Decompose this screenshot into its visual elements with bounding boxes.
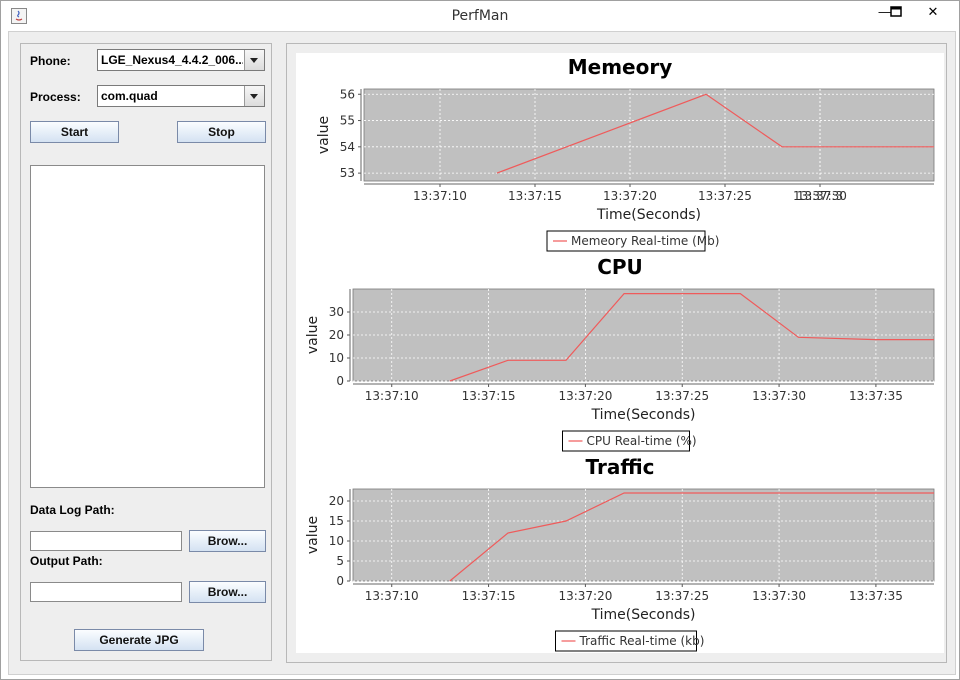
process-label: Process: [30, 90, 81, 104]
minimize-button[interactable]: — [878, 4, 892, 19]
y-tick-label: 15 [329, 514, 344, 528]
x-tick-label: 13:37:25 [655, 389, 709, 403]
x-tick-label: 13:37:10 [365, 389, 419, 403]
chevron-down-icon[interactable] [244, 86, 264, 106]
charts-svg: Memeory 13:37:10 13:37:15 13:37:20 13:37:25 1… [305, 55, 935, 652]
y-tick-label: 10 [329, 351, 344, 365]
x-tick-label: 13:37:15 [462, 589, 516, 603]
start-button[interactable]: Start [30, 121, 119, 143]
x-tick-label: 13:37:30 [752, 589, 806, 603]
maximize-button[interactable] [880, 1, 912, 25]
x-tick-label: 13:37:25 [655, 589, 709, 603]
window-title: PerfMan [451, 8, 509, 24]
x-tick-label: 13:37:15 [462, 389, 516, 403]
charts-panel: Memeory 13:37:10 13:37:15 13:37:20 13:37:25 1… [286, 43, 947, 663]
output-path-label: Output Path: [30, 554, 103, 568]
legend-box [555, 630, 697, 652]
x-tick-label: 13:37:10 [413, 189, 467, 203]
legend-label: Memeory Real-time (Mb) [571, 234, 719, 248]
y-tick-label: 20 [329, 494, 344, 508]
plot-background [352, 488, 935, 582]
y-tick-label: 10 [329, 534, 344, 548]
y-tick-label: 56 [340, 87, 355, 101]
x-axis-label: Time(Seconds) [596, 207, 701, 223]
y-axis-label: value [305, 316, 321, 354]
x-tick-label: 13:37:15 [508, 189, 562, 203]
legend-label: Traffic Real-time (kb) [579, 634, 705, 648]
x-tick-label: 13:37:35 [849, 389, 903, 403]
x-tick-label: 13:37:35 [849, 589, 903, 603]
x-axis-label: Time(Seconds) [590, 607, 695, 623]
control-panel: Phone: LGE_Nexus4_4.4.2_006... Process: … [20, 43, 272, 661]
legend-box [562, 430, 690, 452]
log-output-area[interactable] [30, 165, 265, 488]
y-axis-label: value [305, 516, 321, 554]
legend-label: CPU Real-time (%) [587, 434, 697, 448]
y-tick-label: 54 [340, 140, 355, 154]
y-tick-label: 55 [340, 114, 355, 128]
y-tick-label: 0 [336, 374, 344, 388]
chart-title: CPU [597, 255, 643, 279]
close-button[interactable]: ✕ [927, 4, 939, 19]
series-line [496, 93, 934, 174]
client-area: Phone: LGE_Nexus4_4.4.2_006... Process: … [8, 31, 956, 675]
y-tick-label: 20 [329, 328, 344, 342]
generate-jpg-button[interactable]: Generate JPG [74, 629, 204, 651]
x-tick-label: 13:37:3 [797, 189, 843, 203]
x-tick-label: 13:37:20 [603, 189, 657, 203]
series-line [449, 293, 934, 382]
chevron-down-icon[interactable] [244, 50, 264, 70]
x-axis-label: Time(Seconds) [590, 407, 695, 423]
chart-area: Memeory 13:37:10 13:37:15 13:37:20 13:37:25 1… [296, 53, 944, 653]
y-tick-label: 5 [336, 554, 344, 568]
title-bar[interactable]: PerfMan — ✕ [1, 1, 959, 31]
x-tick-label: 13:37:30 [752, 389, 806, 403]
java-app-icon [11, 8, 27, 24]
x-tick-label: 13:37:30 [793, 189, 847, 203]
y-tick-label: 0 [336, 574, 344, 588]
x-tick-label: 13:37:20 [558, 589, 612, 603]
process-select-value: com.quad [101, 89, 158, 103]
data-log-path-input[interactable] [30, 531, 182, 551]
x-tick-label: 13:37:25 [698, 189, 752, 203]
x-tick-label: 13:37:10 [365, 589, 419, 603]
browse-output-button[interactable]: Brow... [189, 581, 266, 603]
plot-background [363, 88, 935, 182]
chart-title: Traffic [586, 455, 655, 479]
y-tick-label: 53 [340, 166, 355, 180]
y-axis-label: value [316, 116, 332, 154]
output-path-input[interactable] [30, 582, 182, 602]
stop-button[interactable]: Stop [177, 121, 266, 143]
legend-box [546, 230, 706, 252]
phone-select[interactable]: LGE_Nexus4_4.4.2_006... [97, 49, 265, 71]
y-tick-label: 30 [329, 305, 344, 319]
chart-title: Memeory [568, 55, 673, 79]
browse-data-log-button[interactable]: Brow... [189, 530, 266, 552]
phone-select-value: LGE_Nexus4_4.4.2_006... [101, 53, 243, 67]
x-tick-label: 13:37:20 [558, 389, 612, 403]
data-log-path-label: Data Log Path: [30, 503, 115, 517]
series-line [449, 492, 934, 582]
process-select[interactable]: com.quad [97, 85, 265, 107]
maximize-icon [890, 6, 902, 17]
phone-label: Phone: [30, 54, 71, 68]
